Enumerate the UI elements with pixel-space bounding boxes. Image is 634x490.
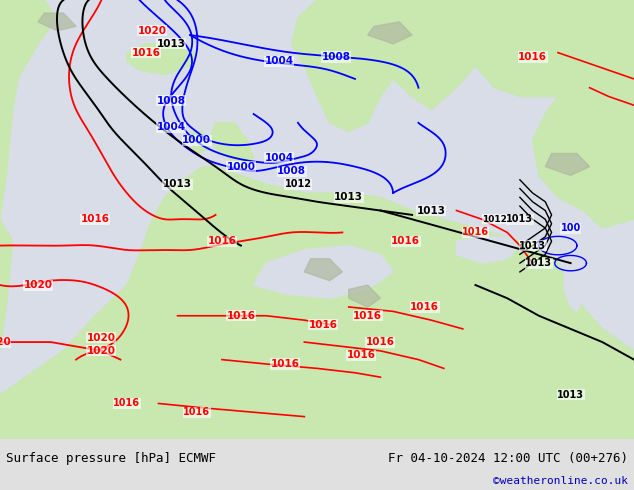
- Text: 1016: 1016: [366, 337, 395, 347]
- Text: Fr 04-10-2024 12:00 UTC (00+276): Fr 04-10-2024 12:00 UTC (00+276): [387, 452, 628, 465]
- Text: 1008: 1008: [321, 52, 351, 62]
- Text: 1013: 1013: [507, 214, 533, 224]
- Text: 1020: 1020: [138, 25, 167, 36]
- Text: 1016: 1016: [391, 236, 420, 246]
- Polygon shape: [533, 52, 634, 228]
- Text: 1008: 1008: [277, 166, 306, 176]
- Text: 1016: 1016: [309, 319, 338, 330]
- Text: 1000: 1000: [226, 162, 256, 172]
- Text: 1020: 1020: [87, 333, 116, 343]
- Text: 1012: 1012: [482, 215, 507, 224]
- Text: 1013: 1013: [519, 241, 546, 250]
- Polygon shape: [564, 272, 583, 311]
- Text: 1016: 1016: [271, 359, 300, 369]
- Text: ©weatheronline.co.uk: ©weatheronline.co.uk: [493, 476, 628, 486]
- Text: 1013: 1013: [163, 179, 192, 189]
- Text: 1020: 1020: [87, 346, 116, 356]
- Text: 1016: 1016: [183, 407, 210, 417]
- Polygon shape: [254, 245, 393, 298]
- Polygon shape: [127, 44, 197, 74]
- Text: 020: 020: [0, 337, 11, 347]
- Polygon shape: [431, 0, 634, 97]
- Text: 1020: 1020: [23, 280, 53, 290]
- Text: 1004: 1004: [264, 56, 294, 67]
- Polygon shape: [0, 220, 13, 351]
- Polygon shape: [304, 259, 342, 281]
- Text: 1016: 1016: [226, 311, 256, 321]
- Text: 1016: 1016: [131, 48, 160, 58]
- Polygon shape: [456, 237, 520, 263]
- Polygon shape: [38, 13, 76, 31]
- Polygon shape: [0, 66, 19, 220]
- Polygon shape: [349, 285, 380, 307]
- Text: 1004: 1004: [157, 122, 186, 132]
- Text: 1013: 1013: [417, 205, 446, 216]
- Text: Surface pressure [hPa] ECMWF: Surface pressure [hPa] ECMWF: [6, 452, 216, 465]
- Text: 1016: 1016: [207, 236, 236, 246]
- Text: 1012: 1012: [285, 179, 311, 189]
- Text: 1013: 1013: [157, 39, 186, 49]
- Polygon shape: [545, 153, 590, 175]
- Text: 1016: 1016: [353, 311, 382, 321]
- Text: 1016: 1016: [518, 52, 547, 62]
- Text: 1016: 1016: [462, 227, 489, 238]
- Text: 1004: 1004: [264, 153, 294, 163]
- Polygon shape: [209, 123, 254, 167]
- Text: 1008: 1008: [157, 96, 186, 106]
- Polygon shape: [190, 132, 209, 153]
- Text: 1013: 1013: [526, 258, 552, 268]
- Text: 1016: 1016: [81, 214, 110, 224]
- Text: 100: 100: [560, 223, 581, 233]
- Polygon shape: [0, 167, 634, 439]
- Text: 1013: 1013: [334, 193, 363, 202]
- Text: 1016: 1016: [410, 302, 439, 312]
- Text: 1016: 1016: [347, 350, 376, 360]
- Text: 1016: 1016: [113, 398, 140, 409]
- Polygon shape: [292, 0, 495, 132]
- Polygon shape: [0, 0, 57, 88]
- Polygon shape: [266, 123, 330, 162]
- Text: 1000: 1000: [182, 135, 211, 146]
- Polygon shape: [368, 22, 412, 44]
- Text: 1013: 1013: [557, 390, 584, 400]
